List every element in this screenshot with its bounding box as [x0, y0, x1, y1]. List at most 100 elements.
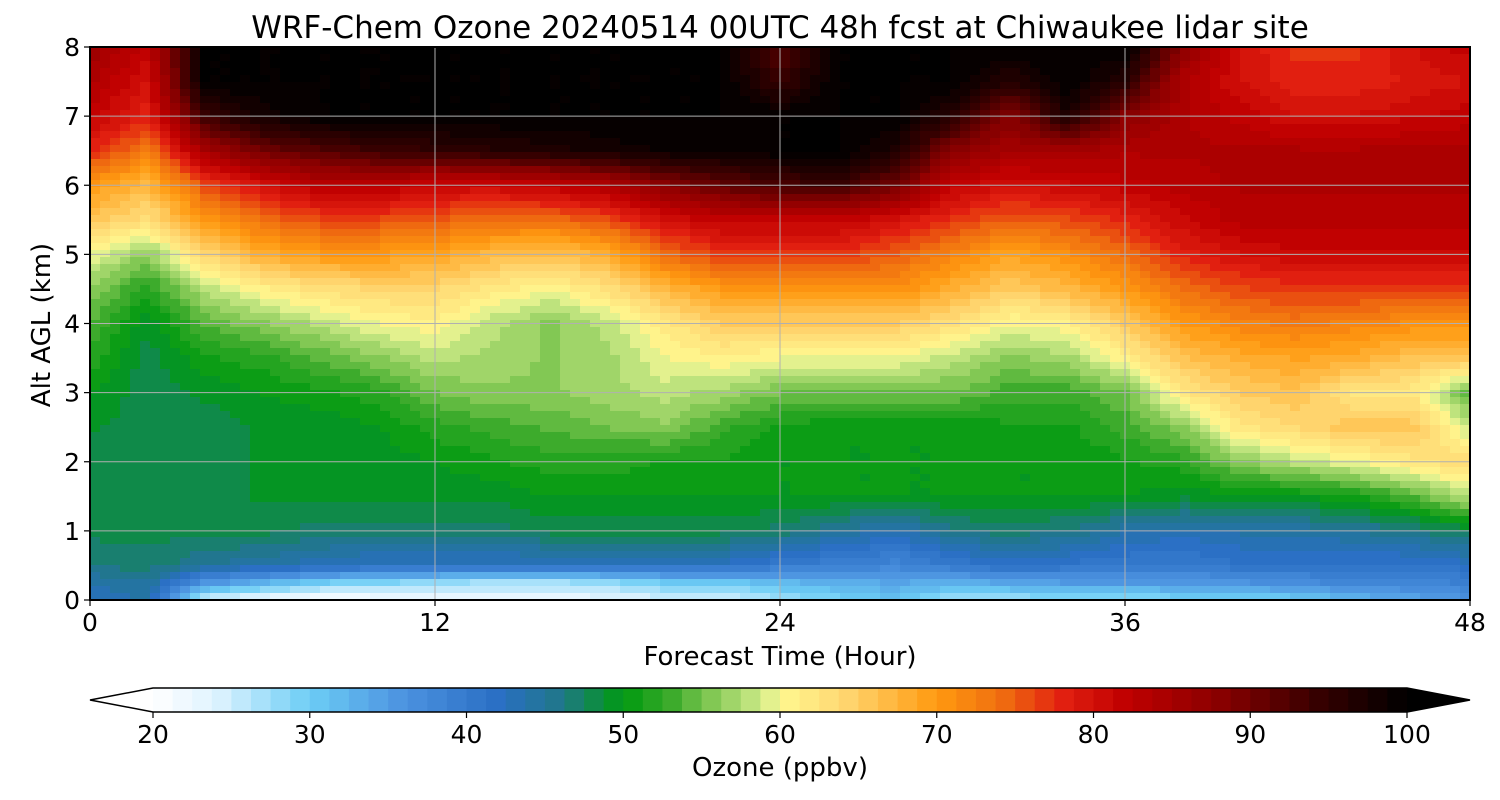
heatmap-cell: [1220, 166, 1231, 174]
heatmap-cell: [380, 152, 391, 160]
heatmap-cell: [1170, 222, 1181, 230]
heatmap-cell: [210, 243, 221, 251]
heatmap-cell: [280, 236, 291, 244]
heatmap-cell: [1080, 236, 1091, 244]
heatmap-cell: [1100, 110, 1111, 118]
heatmap-cell: [990, 110, 1001, 118]
heatmap-cell: [1090, 110, 1101, 118]
heatmap-cell: [390, 208, 401, 216]
heatmap-cell: [460, 68, 471, 76]
heatmap-cell: [1000, 201, 1011, 209]
heatmap-cell: [270, 194, 281, 202]
heatmap-cell: [100, 103, 111, 111]
heatmap-cell: [1150, 271, 1161, 279]
heatmap-cell: [110, 236, 121, 244]
heatmap-cell: [150, 201, 161, 209]
heatmap-cell: [150, 222, 161, 230]
heatmap-cell: [120, 159, 131, 167]
heatmap-cell: [360, 292, 371, 300]
heatmap-cell: [110, 229, 121, 237]
heatmap-cell: [250, 194, 261, 202]
heatmap-cell: [1060, 264, 1071, 272]
heatmap-cell: [380, 166, 391, 174]
heatmap-cell: [1390, 131, 1401, 139]
heatmap-cell: [180, 278, 191, 286]
heatmap-cell: [950, 250, 961, 258]
heatmap-cell: [920, 278, 931, 286]
heatmap-cell: [900, 117, 911, 125]
heatmap-cell: [1040, 152, 1051, 160]
heatmap-cell: [1210, 264, 1221, 272]
heatmap-cell: [540, 271, 551, 279]
heatmap-cell: [210, 292, 221, 300]
heatmap-cell: [1140, 250, 1151, 258]
heatmap-cell: [1000, 215, 1011, 223]
heatmap-cell: [1320, 229, 1331, 237]
heatmap-cell: [650, 208, 661, 216]
heatmap-cell: [110, 166, 121, 174]
heatmap-cell: [710, 208, 721, 216]
heatmap-cell: [160, 117, 171, 125]
heatmap-cell: [980, 173, 991, 181]
heatmap-cell: [840, 68, 851, 76]
heatmap-cell: [1230, 250, 1241, 258]
heatmap-cell: [500, 89, 511, 97]
heatmap-cell: [1400, 180, 1411, 188]
heatmap-cell: [740, 243, 751, 251]
heatmap-cell: [1310, 278, 1321, 286]
heatmap-cell: [170, 208, 181, 216]
heatmap-cell: [440, 159, 451, 167]
heatmap-cell: [820, 285, 831, 293]
heatmap-cell: [300, 180, 311, 188]
heatmap-cell: [1270, 152, 1281, 160]
heatmap-cell: [720, 222, 731, 230]
heatmap-cell: [530, 201, 541, 209]
heatmap-cell: [720, 54, 731, 62]
heatmap-cell: [770, 110, 781, 118]
heatmap-cell: [870, 61, 881, 69]
heatmap-cell: [90, 103, 101, 111]
heatmap-cell: [730, 159, 741, 167]
heatmap-cell: [760, 187, 771, 195]
heatmap-cell: [410, 243, 421, 251]
heatmap-cell: [100, 236, 111, 244]
heatmap-cell: [1160, 292, 1171, 300]
heatmap-cell: [230, 75, 241, 83]
heatmap-cell: [360, 117, 371, 125]
heatmap-cell: [1020, 96, 1031, 104]
heatmap-cell: [930, 285, 941, 293]
heatmap-cell: [1080, 145, 1091, 153]
heatmap-cell: [780, 110, 791, 118]
heatmap-cell: [470, 285, 481, 293]
heatmap-cell: [360, 250, 371, 258]
heatmap-cell: [1180, 124, 1191, 132]
heatmap-cell: [870, 271, 881, 279]
heatmap-cell: [970, 292, 981, 300]
heatmap-cell: [1260, 250, 1271, 258]
heatmap-cell: [1030, 194, 1041, 202]
heatmap-cell: [1110, 257, 1121, 265]
heatmap-cell: [420, 82, 431, 90]
heatmap-cell: [220, 138, 231, 146]
heatmap-cell: [410, 229, 421, 237]
heatmap-cell: [280, 180, 291, 188]
heatmap-cell: [200, 257, 211, 265]
heatmap-cell: [420, 152, 431, 160]
heatmap-cell: [1260, 236, 1271, 244]
heatmap-cell: [280, 89, 291, 97]
heatmap-cell: [1380, 271, 1391, 279]
heatmap-cell: [1320, 82, 1331, 90]
heatmap-cell: [780, 180, 791, 188]
heatmap-cell: [1350, 201, 1361, 209]
heatmap-cell: [380, 82, 391, 90]
heatmap-cell: [190, 47, 201, 55]
heatmap-cell: [870, 292, 881, 300]
heatmap-cell: [1050, 201, 1061, 209]
heatmap-cell: [770, 82, 781, 90]
heatmap-cell: [1340, 159, 1351, 167]
heatmap-cell: [360, 96, 371, 104]
heatmap-cell: [920, 215, 931, 223]
heatmap-cell: [310, 292, 321, 300]
heatmap-cell: [750, 243, 761, 251]
heatmap-cell: [1320, 103, 1331, 111]
